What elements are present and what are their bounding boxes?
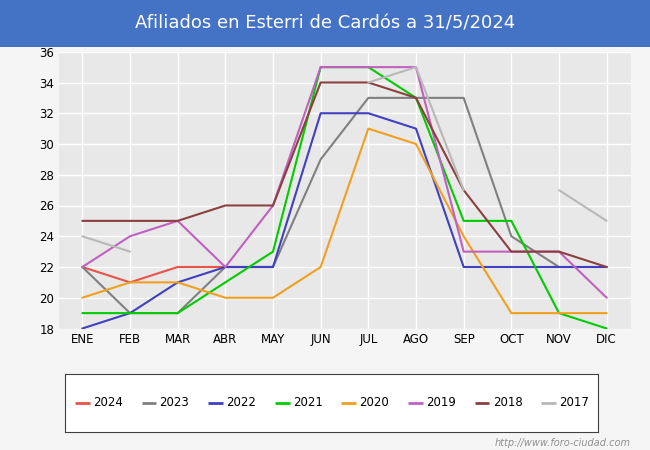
Text: 2024: 2024 — [93, 396, 123, 409]
Text: 2022: 2022 — [226, 396, 256, 409]
Text: 2019: 2019 — [426, 396, 456, 409]
Text: 2017: 2017 — [560, 396, 590, 409]
Text: http://www.foro-ciudad.com: http://www.foro-ciudad.com — [495, 438, 630, 448]
Text: Afiliados en Esterri de Cardós a 31/5/2024: Afiliados en Esterri de Cardós a 31/5/20… — [135, 14, 515, 33]
Text: 2020: 2020 — [359, 396, 389, 409]
Text: 2021: 2021 — [293, 396, 323, 409]
Text: 2023: 2023 — [160, 396, 189, 409]
Text: 2018: 2018 — [493, 396, 523, 409]
